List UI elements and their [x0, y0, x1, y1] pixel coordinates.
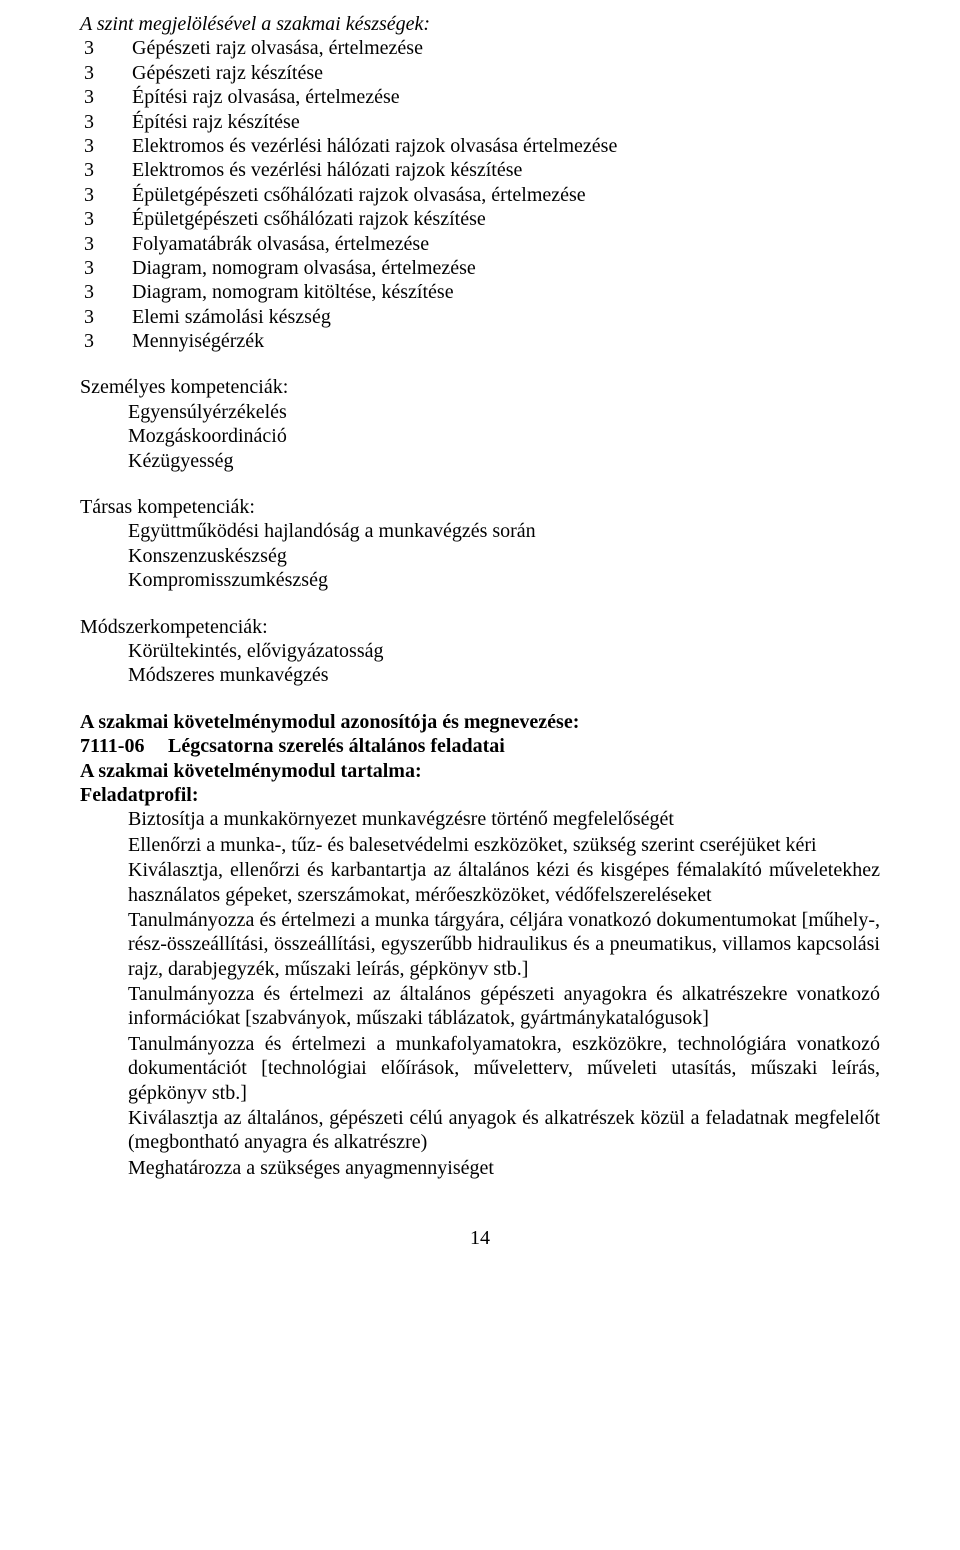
task-item: Tanulmányozza és értelmezi a munkafolyam…	[128, 1032, 880, 1105]
task-item: Kiválasztja az általános, gépészeti célú…	[128, 1106, 880, 1155]
skill-row: 3Épületgépészeti csőhálózati rajzok kész…	[80, 207, 880, 231]
personal-item: Mozgáskoordináció	[128, 424, 880, 448]
skill-row: 3Gépészeti rajz készítése	[80, 61, 880, 85]
skill-row: 3Gépészeti rajz olvasása, értelmezése	[80, 36, 880, 60]
skill-level: 3	[80, 61, 132, 85]
module-code: 7111-06	[80, 734, 168, 758]
skill-text: Építési rajz olvasása, értelmezése	[132, 85, 880, 109]
social-competencies: Társas kompetenciák: Együttműködési hajl…	[80, 495, 880, 593]
page-number: 14	[80, 1226, 880, 1250]
skill-row: 3Diagram, nomogram kitöltése, készítése	[80, 280, 880, 304]
skill-row: 3Építési rajz olvasása, értelmezése	[80, 85, 880, 109]
skill-text: Diagram, nomogram kitöltése, készítése	[132, 280, 880, 304]
skill-text: Elemi számolási készség	[132, 305, 880, 329]
social-title: Társas kompetenciák:	[80, 495, 880, 519]
method-item: Körültekintés, elővigyázatosság	[128, 639, 880, 663]
skill-text: Épületgépészeti csőhálózati rajzok készí…	[132, 207, 880, 231]
tasks-list: Biztosítja a munkakörnyezet munkavégzésr…	[80, 807, 880, 1180]
personal-item: Egyensúlyérzékelés	[128, 400, 880, 424]
personal-competencies: Személyes kompetenciák: Egyensúlyérzékel…	[80, 375, 880, 473]
task-item: Kiválasztja, ellenőrzi és karbantartja a…	[128, 858, 880, 907]
skill-level: 3	[80, 232, 132, 256]
skill-text: Elektromos és vezérlési hálózati rajzok …	[132, 134, 880, 158]
task-item: Meghatározza a szükséges anyagmennyisége…	[128, 1156, 880, 1180]
task-item: Tanulmányozza és értelmezi az általános …	[128, 982, 880, 1031]
method-competencies: Módszerkompetenciák: Körültekintés, előv…	[80, 615, 880, 688]
skill-row: 3Folyamatábrák olvasása, értelmezése	[80, 232, 880, 256]
social-item: Konszenzuskészség	[128, 544, 880, 568]
skill-text: Épületgépészeti csőhálózati rajzok olvas…	[132, 183, 880, 207]
skill-level: 3	[80, 36, 132, 60]
skills-heading: A szint megjelölésével a szakmai készség…	[80, 12, 880, 36]
skill-row: 3Mennyiségérzék	[80, 329, 880, 353]
skill-level: 3	[80, 183, 132, 207]
skills-list: 3Gépészeti rajz olvasása, értelmezése3Gé…	[80, 36, 880, 353]
skill-text: Elektromos és vezérlési hálózati rajzok …	[132, 158, 880, 182]
skill-level: 3	[80, 280, 132, 304]
skill-level: 3	[80, 158, 132, 182]
skill-level: 3	[80, 85, 132, 109]
social-item: Együttműködési hajlandóság a munkavégzés…	[128, 519, 880, 543]
module-heading: A szakmai követelménymodul azonosítója é…	[80, 710, 880, 734]
method-title: Módszerkompetenciák:	[80, 615, 880, 639]
skill-text: Folyamatábrák olvasása, értelmezése	[132, 232, 880, 256]
skill-level: 3	[80, 207, 132, 231]
skill-row: 3Elemi számolási készség	[80, 305, 880, 329]
feladatprofil-heading: Feladatprofil:	[80, 783, 880, 807]
skill-row: 3Diagram, nomogram olvasása, értelmezése	[80, 256, 880, 280]
skill-row: 3Épületgépészeti csőhálózati rajzok olva…	[80, 183, 880, 207]
skill-level: 3	[80, 329, 132, 353]
personal-item: Kézügyesség	[128, 449, 880, 473]
skill-text: Diagram, nomogram olvasása, értelmezése	[132, 256, 880, 280]
module-id-row: 7111-06 Légcsatorna szerelés általános f…	[80, 734, 880, 758]
social-item: Kompromisszumkészség	[128, 568, 880, 592]
task-item: Biztosítja a munkakörnyezet munkavégzésr…	[128, 807, 880, 831]
task-item: Tanulmányozza és értelmezi a munka tárgy…	[128, 908, 880, 981]
skill-text: Mennyiségérzék	[132, 329, 880, 353]
personal-title: Személyes kompetenciák:	[80, 375, 880, 399]
module-section: A szakmai követelménymodul azonosítója é…	[80, 710, 880, 1180]
skill-level: 3	[80, 110, 132, 134]
skill-text: Gépészeti rajz olvasása, értelmezése	[132, 36, 880, 60]
skill-level: 3	[80, 305, 132, 329]
task-item: Ellenőrzi a munka-, tűz- és balesetvédel…	[128, 833, 880, 857]
module-content-heading: A szakmai követelménymodul tartalma:	[80, 759, 880, 783]
skill-text: Gépészeti rajz készítése	[132, 61, 880, 85]
skill-text: Építési rajz készítése	[132, 110, 880, 134]
method-item: Módszeres munkavégzés	[128, 663, 880, 687]
skill-row: 3Építési rajz készítése	[80, 110, 880, 134]
skill-level: 3	[80, 134, 132, 158]
skill-row: 3Elektromos és vezérlési hálózati rajzok…	[80, 134, 880, 158]
skill-row: 3Elektromos és vezérlési hálózati rajzok…	[80, 158, 880, 182]
skill-level: 3	[80, 256, 132, 280]
module-name: Légcsatorna szerelés általános feladatai	[168, 734, 505, 758]
